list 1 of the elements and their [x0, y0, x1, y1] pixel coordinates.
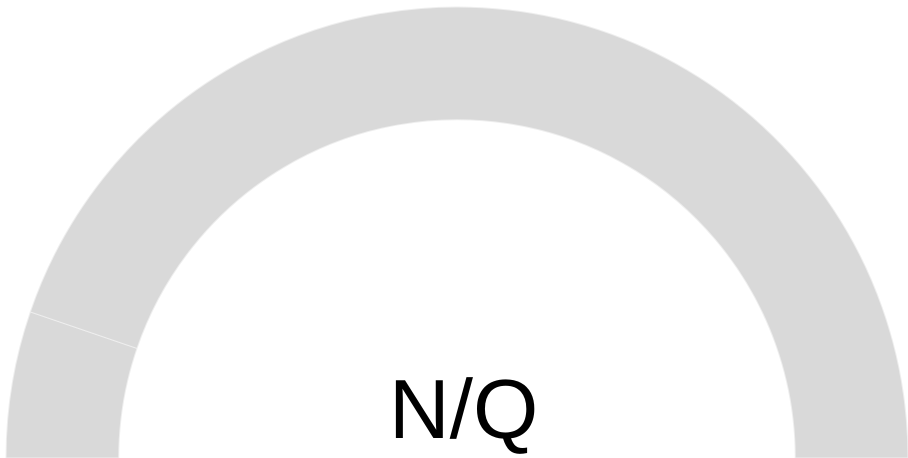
- text: N/Q: [389, 362, 538, 456]
